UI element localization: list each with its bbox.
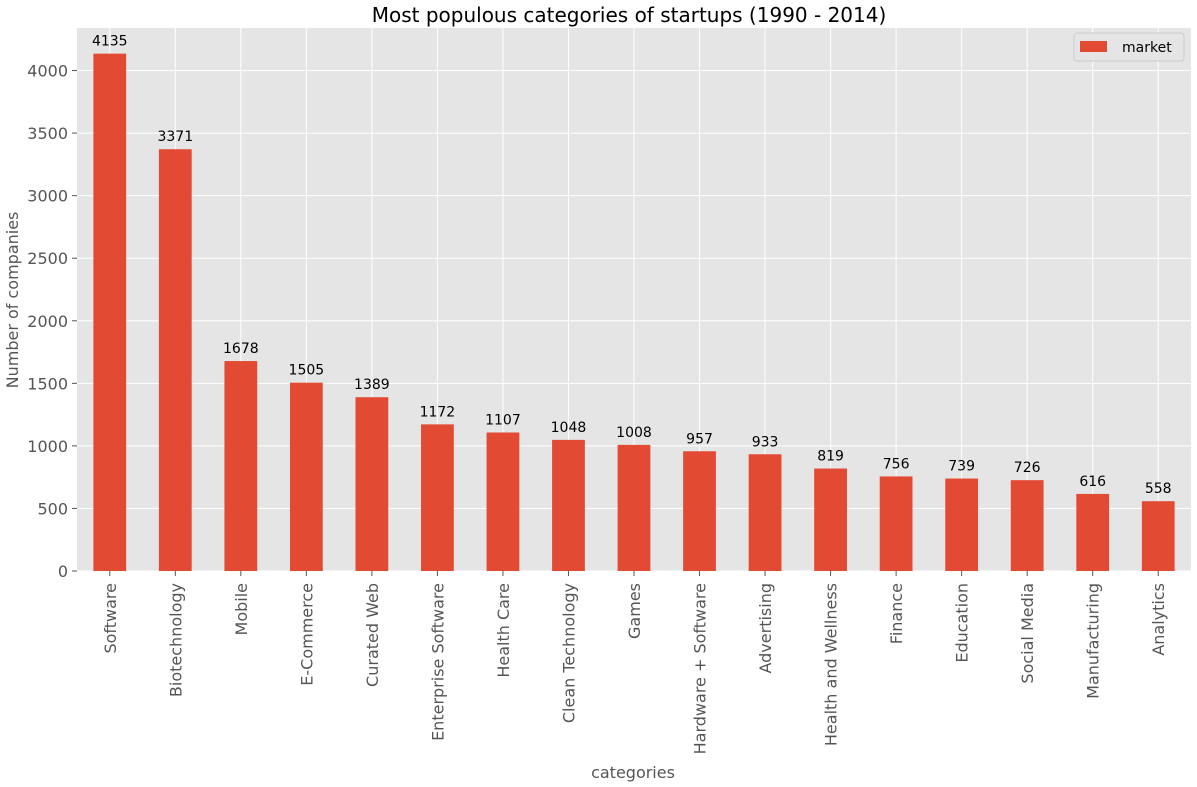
bar [421,424,454,571]
x-tick-label: Hardware + Software [691,583,710,754]
y-tick-label: 2500 [27,249,68,268]
x-tick-label: Manufacturing [1084,583,1103,699]
y-tick-label: 3000 [27,187,68,206]
bar-value-label: 756 [883,456,910,472]
bars [93,53,1175,571]
bar-value-label: 1389 [354,377,390,393]
bar [683,451,716,571]
y-tick-label: 500 [37,499,68,518]
x-tick-label: Clean Technology [559,583,578,723]
bar-value-label: 739 [948,459,975,475]
x-tick-label: Advertising [756,583,775,674]
x-tick-label: Finance [887,583,906,644]
legend: market [1073,32,1185,62]
bar-value-label: 1505 [289,363,325,379]
bar-value-label: 1107 [485,412,521,428]
y-tick-label: 1500 [27,374,68,393]
bar [748,454,782,571]
x-tick-label: Education [953,583,972,663]
y-axis-label: Number of companies [3,212,22,389]
y-axis-ticks: 0 500 1000 1500 2000 2500 3000 3500 4000 [27,62,77,581]
x-tick-label: Software [101,583,120,654]
chart-title: Most populous categories of startups (19… [372,3,887,27]
x-tick-label: Analytics [1149,583,1168,656]
x-tick-label: Mobile [232,583,251,635]
y-tick-label: 1000 [27,437,68,456]
bar [1076,493,1110,571]
bar-value-label: 726 [1014,460,1041,476]
y-tick-label: 3500 [27,124,68,143]
bar-value-label: 4135 [92,34,128,50]
bar [945,478,979,571]
x-axis-ticks: Software Biotechnology Mobile E-Commerce Cur… [101,571,1168,754]
bar [552,439,585,571]
legend-entry-market: market [1122,40,1172,56]
legend-swatch [1080,41,1107,52]
bar-value-label: 3371 [157,129,193,145]
bar [617,444,651,571]
bar-value-label: 1008 [616,425,652,441]
y-tick-label: 0 [58,562,68,581]
y-tick-label: 2000 [27,312,68,331]
bar [1010,480,1044,571]
bar-value-label: 616 [1079,474,1106,490]
x-tick-label: Games [625,583,644,639]
y-tick-label: 4000 [27,62,68,81]
bar [1141,501,1175,571]
x-tick-label: Curated Web [363,583,382,687]
bar [486,432,520,571]
x-tick-label: Social Media [1018,583,1037,684]
bar-value-label: 819 [817,449,844,465]
bar-value-label: 1048 [551,420,587,436]
x-tick-label: Biotechnology [166,583,185,697]
legend-box [1073,32,1185,62]
bar-value-label: 933 [752,434,779,450]
bar [158,149,192,571]
bar-value-label: 957 [686,431,713,447]
bar [224,361,258,571]
bar [879,476,913,571]
bar-labels: 4135 3371 1678 1505 1389 1172 1107 1048 1008 957 9… [92,34,1172,498]
x-axis-label: categories [591,763,675,782]
x-tick-label: E-Commerce [297,583,316,686]
bar [289,382,323,571]
x-tick-label: Health and Wellness [822,583,841,746]
bar [355,397,389,571]
bar-value-label: 1678 [223,341,259,357]
bar [93,53,127,571]
x-tick-label: Enterprise Software [428,583,447,741]
x-tick-label: Health Care [494,583,513,678]
bar-value-label: 1172 [420,404,456,420]
bar [814,468,847,571]
bar-value-label: 558 [1145,481,1172,497]
